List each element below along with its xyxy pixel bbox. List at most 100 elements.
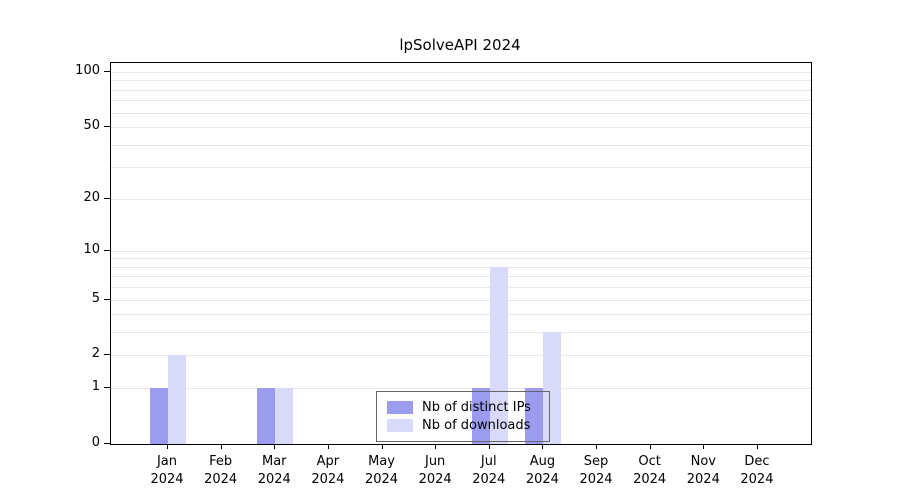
gridline (111, 314, 811, 316)
gridline (111, 112, 811, 114)
x-axis-tick-label: Jun 2024 (403, 453, 467, 488)
bar-downloads (543, 332, 562, 444)
y-axis-tick (104, 126, 110, 128)
y-axis-tick (104, 70, 110, 72)
x-label-month: Dec (744, 454, 770, 469)
x-axis-tick-label: Oct 2024 (618, 453, 682, 488)
y-axis-tick-label: 10 (83, 241, 100, 257)
x-label-month: Apr (316, 454, 340, 469)
x-axis-tick (488, 444, 490, 449)
x-label-month: Jan (156, 454, 178, 469)
x-label-month: Jun (424, 454, 446, 469)
x-label-month: Nov (690, 454, 716, 469)
x-label-year: 2024 (150, 471, 184, 487)
y-axis-tick-label: 100 (75, 62, 100, 78)
gridline (111, 276, 811, 278)
x-label-month: Jul (480, 454, 497, 469)
y-axis-tick (104, 249, 110, 251)
x-label-month: Feb (209, 454, 233, 469)
x-axis-tick (596, 444, 598, 449)
x-label-month: Mar (261, 454, 287, 469)
y-axis-tick-label: 20 (83, 189, 100, 205)
gridline (111, 355, 811, 357)
legend-swatch-downloads (387, 419, 413, 432)
gridline (111, 198, 811, 200)
gridline (111, 258, 811, 260)
legend-label-distinct-ips: Nb of distinct IPs (422, 400, 531, 415)
x-axis-tick-label: Jul 2024 (457, 453, 521, 488)
bar-downloads (168, 355, 186, 444)
y-axis-tick (104, 387, 110, 389)
y-axis-tick-label: 0 (91, 435, 100, 450)
bar-downloads (275, 388, 294, 444)
x-label-year: 2024 (579, 471, 613, 487)
y-axis-tick (104, 298, 110, 300)
y-axis-tick (104, 354, 110, 356)
x-label-month: May (368, 454, 395, 469)
y-axis-tick-label: 5 (91, 290, 100, 306)
gridline (111, 287, 811, 289)
x-axis-tick-label: Sep 2024 (564, 453, 628, 488)
x-axis-tick (327, 444, 329, 449)
gridline (111, 100, 811, 102)
x-label-year: 2024 (204, 471, 238, 487)
legend-label-downloads: Nb of downloads (422, 418, 531, 433)
plot-area: Nb of distinct IPs Nb of downloads (110, 62, 812, 445)
gridline (111, 388, 811, 390)
x-label-month: Aug (529, 454, 556, 469)
bar-distinct-ips (525, 388, 544, 444)
x-axis-tick-label: Aug 2024 (510, 453, 574, 488)
legend-swatch-distinct-ips (387, 401, 413, 414)
bar-distinct-ips (471, 388, 490, 444)
x-axis-tick (381, 444, 383, 449)
x-axis-tick-label: May 2024 (350, 453, 414, 488)
gridline (111, 266, 811, 268)
chart-title: lpSolveAPI 2024 (399, 36, 521, 54)
x-axis-tick (167, 444, 168, 449)
y-axis-tick-label: 50 (83, 118, 100, 134)
x-label-month: Oct (638, 454, 661, 469)
x-label-year: 2024 (364, 471, 399, 487)
gridline (111, 71, 811, 73)
y-axis-tick (104, 197, 110, 199)
bar-downloads (489, 266, 508, 444)
x-label-year: 2024 (257, 471, 291, 487)
x-axis-tick (756, 444, 758, 449)
y-axis-tick-label: 2 (91, 346, 100, 362)
legend: Nb of distinct IPs Nb of downloads (376, 391, 550, 442)
gridline (111, 167, 811, 169)
gridline (111, 89, 811, 91)
x-axis-tick (542, 444, 544, 449)
y-axis-tick (104, 443, 110, 444)
x-label-month: Sep (583, 454, 609, 469)
x-label-year: 2024 (311, 471, 345, 487)
x-axis-tick-label: Mar 2024 (242, 453, 306, 488)
x-axis-tick-label: Apr 2024 (296, 453, 360, 488)
x-axis-tick-label: Feb 2024 (189, 453, 253, 488)
y-axis-tick-label: 1 (91, 379, 100, 395)
gridline (111, 299, 811, 301)
gridline (111, 250, 811, 252)
x-axis-tick (435, 444, 437, 449)
x-label-year: 2024 (686, 471, 720, 487)
x-axis-tick-label: Dec 2024 (725, 453, 789, 488)
bar-distinct-ips (150, 388, 168, 444)
gridline (111, 144, 811, 146)
x-axis-tick (220, 444, 222, 449)
legend-item-distinct-ips: Nb of distinct IPs (387, 399, 539, 416)
x-axis-tick-label: Jan 2024 (135, 453, 199, 488)
x-label-year: 2024 (633, 471, 667, 487)
gridline (111, 332, 811, 334)
x-label-year: 2024 (525, 471, 559, 487)
x-axis-tick (274, 444, 276, 449)
legend-item-downloads: Nb of downloads (387, 417, 539, 434)
x-axis-tick-label: Nov 2024 (671, 453, 735, 488)
gridline (111, 80, 811, 82)
x-axis-tick (649, 444, 651, 449)
x-label-year: 2024 (740, 471, 774, 487)
bar-distinct-ips (257, 388, 276, 444)
x-label-year: 2024 (418, 471, 452, 487)
gridline (111, 127, 811, 129)
x-label-year: 2024 (472, 471, 506, 487)
